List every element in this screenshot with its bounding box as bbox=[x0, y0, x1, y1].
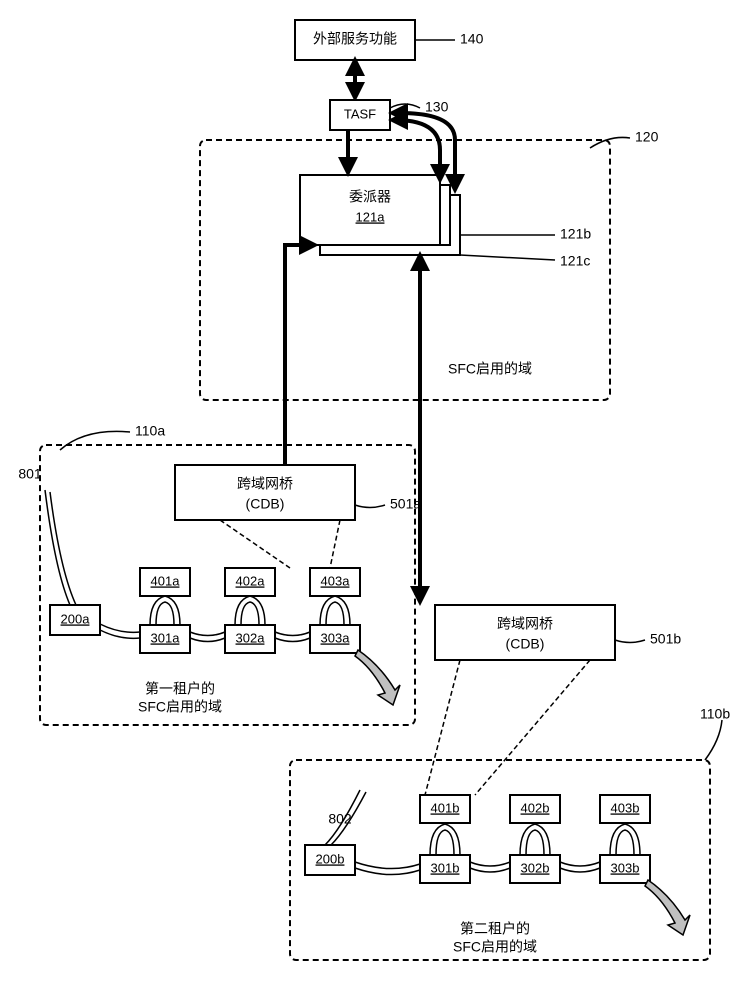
dispatcher-label: 委派器 bbox=[349, 189, 391, 205]
svg-text:402b: 402b bbox=[521, 800, 550, 815]
diagram-canvas: 外部服务功能 140 TASF 130 120 SFC启用的域 委派器 121a… bbox=[0, 0, 747, 1000]
leader-110a bbox=[60, 431, 130, 450]
ref-120: 120 bbox=[635, 129, 659, 145]
cdb-a-funnel-l bbox=[220, 520, 290, 568]
cdb-a-funnel-r bbox=[330, 520, 340, 568]
svg-text:301b: 301b bbox=[431, 860, 460, 875]
cdb-b-line1: 跨域网桥 bbox=[497, 616, 553, 632]
ref-801: 801 bbox=[18, 466, 42, 482]
svg-text:401b: 401b bbox=[431, 800, 460, 815]
svg-text:301a: 301a bbox=[151, 630, 181, 645]
leader-501b bbox=[615, 640, 645, 643]
cdb-a-line2: (CDB) bbox=[246, 496, 285, 512]
cdb-b-funnel-l bbox=[425, 660, 460, 795]
cdb-a-box bbox=[175, 465, 355, 520]
ref-110b: 110b bbox=[700, 706, 730, 722]
leader-110b bbox=[705, 720, 722, 760]
ref-121b: 121b bbox=[560, 226, 591, 242]
cdb-b-box bbox=[435, 605, 615, 660]
svg-text:302b: 302b bbox=[521, 860, 550, 875]
svg-text:303b: 303b bbox=[611, 860, 640, 875]
svg-text:403a: 403a bbox=[321, 573, 351, 588]
svg-text:302a: 302a bbox=[236, 630, 266, 645]
ref-130: 130 bbox=[425, 99, 449, 115]
svg-text:200b: 200b bbox=[316, 851, 345, 866]
cdb-b-funnel-r bbox=[475, 660, 590, 795]
ref-501a: 501a bbox=[390, 496, 421, 512]
tenant1-cap2: SFC启用的域 bbox=[138, 699, 222, 715]
tenant1-cap1: 第一租户的 bbox=[145, 681, 215, 697]
ref-121c: 121c bbox=[560, 253, 590, 269]
tasf-label: TASF bbox=[344, 106, 376, 121]
leader-121c bbox=[460, 255, 555, 260]
ref-501b: 501b bbox=[650, 631, 681, 647]
tenant2-cap2: SFC启用的域 bbox=[453, 939, 537, 955]
tenant2-cap1: 第二租户的 bbox=[460, 921, 530, 937]
svg-text:200a: 200a bbox=[61, 611, 91, 626]
leader-130 bbox=[390, 104, 420, 108]
dispatcher-id: 121a bbox=[356, 209, 386, 224]
svg-text:303a: 303a bbox=[321, 630, 351, 645]
svg-text:403b: 403b bbox=[611, 800, 640, 815]
svg-text:402a: 402a bbox=[236, 573, 266, 588]
tenant2-chain: 200b 401b 301b 402b 302b 403b 303b bbox=[305, 790, 690, 935]
arrow-tasf-right1 bbox=[392, 120, 440, 180]
ref-140: 140 bbox=[460, 31, 484, 47]
ref-110a: 110a bbox=[135, 423, 165, 439]
cdb-a-line1: 跨域网桥 bbox=[237, 476, 293, 492]
cdb-b-line2: (CDB) bbox=[506, 636, 545, 652]
sfc-domain-caption: SFC启用的域 bbox=[448, 361, 532, 377]
svg-text:401a: 401a bbox=[151, 573, 181, 588]
leader-501a bbox=[355, 505, 385, 508]
external-service-label: 外部服务功能 bbox=[313, 31, 397, 47]
arrow-dispatch-cdb-a bbox=[270, 245, 315, 490]
